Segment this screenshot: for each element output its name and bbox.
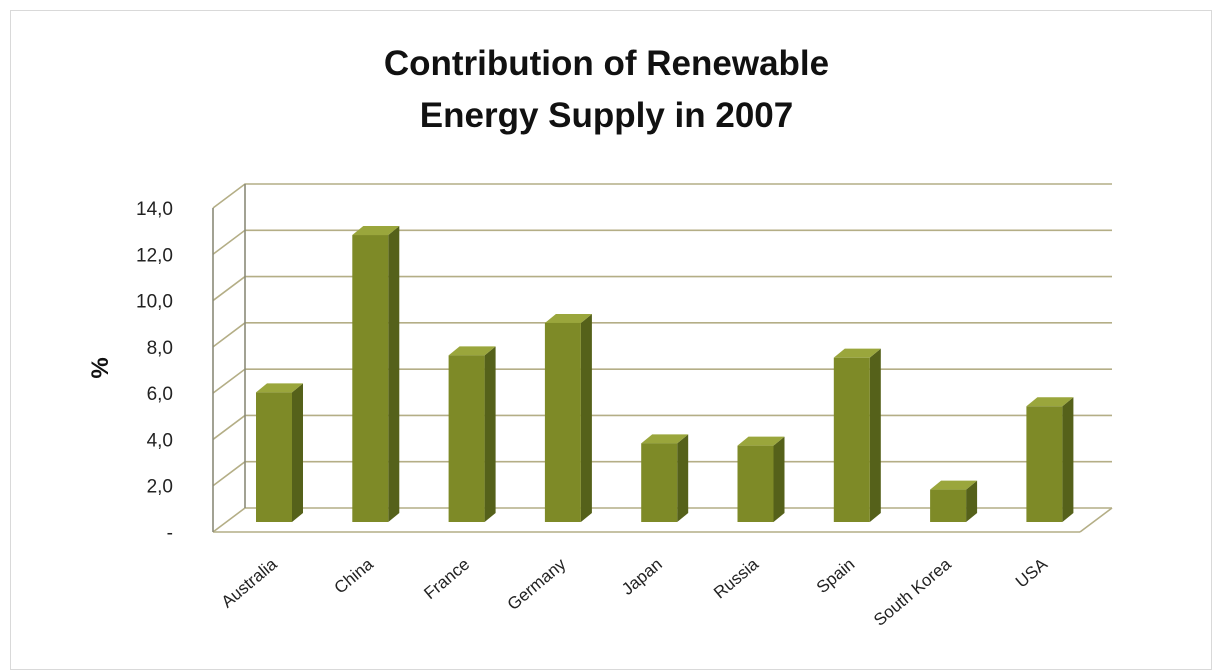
- bar-spain: [833, 348, 881, 522]
- bar-front: [930, 489, 967, 522]
- y-tick-label: 4,0: [147, 430, 173, 451]
- chart-title-line-1: Contribution of Renewable: [383, 44, 830, 83]
- chart-walls: [212, 184, 1113, 533]
- bar-front: [641, 443, 678, 522]
- y-tick-labels: - 2,0 4,0 6,0 8,0 10,0 12,0 14,0: [136, 199, 173, 544]
- bar-top: [833, 348, 881, 358]
- bar-japan: [641, 434, 689, 522]
- bar-usa: [1026, 397, 1074, 522]
- x-tick-label: Russia: [710, 554, 762, 602]
- bar-top: [930, 480, 978, 490]
- bar-top: [544, 313, 592, 323]
- y-tick-label: 10,0: [136, 292, 173, 313]
- bar-front: [352, 235, 389, 522]
- bar-germany: [544, 313, 592, 522]
- y-tick-label: 6,0: [147, 384, 173, 405]
- y-tick-label: -: [167, 523, 173, 544]
- y-tick-label: 12,0: [136, 245, 173, 266]
- bar-front: [1026, 406, 1063, 522]
- y-tick-label: 2,0: [147, 477, 173, 498]
- x-tick-label: Germany: [504, 554, 570, 614]
- bar-top: [1026, 397, 1074, 407]
- bar-france: [448, 346, 496, 522]
- bar-russia: [737, 436, 785, 522]
- x-tick-label: South Korea: [870, 554, 955, 630]
- y-axis-label: %: [87, 357, 114, 378]
- bar-front: [256, 392, 292, 522]
- bar-chart: - 2,0 4,0 6,0 8,0 10,0 12,0 14,0 Australia China…: [87, 183, 1113, 630]
- bar-top: [256, 383, 303, 393]
- bar-side: [1062, 397, 1074, 522]
- bar-front: [544, 322, 581, 522]
- bars: [256, 226, 1074, 522]
- gridline: [212, 368, 1112, 394]
- gridline: [212, 183, 1112, 209]
- bar-australia: [256, 383, 303, 522]
- bar-side: [580, 313, 592, 522]
- chart-title-line-2: Energy Supply in 2007: [419, 96, 794, 135]
- gridline: [212, 322, 1112, 348]
- x-tick-label: Australia: [218, 554, 281, 611]
- chart-frame: [10, 10, 1212, 670]
- bar-south-korea: [930, 480, 978, 522]
- x-tick-label: China: [331, 554, 378, 597]
- bar-side: [484, 346, 496, 522]
- bar-side: [292, 383, 303, 522]
- bar-side: [966, 480, 978, 522]
- bar-side: [869, 348, 881, 522]
- bar-china: [352, 226, 400, 522]
- bar-front: [833, 357, 870, 522]
- floor-right-edge: [1079, 507, 1113, 533]
- y-tick-label: 8,0: [147, 338, 173, 359]
- bar-side: [773, 436, 785, 522]
- bar-front: [737, 445, 774, 522]
- bar-side: [677, 434, 689, 522]
- bar-top: [352, 226, 400, 236]
- x-tick-label: Spain: [813, 555, 859, 598]
- y-tick-label: 14,0: [136, 199, 173, 220]
- bar-top: [737, 436, 785, 446]
- bar-side: [388, 226, 400, 522]
- chart-title: Contribution of Renewable Energy Supply …: [0, 38, 1213, 142]
- bar-front: [448, 355, 485, 522]
- x-tick-labels: Australia China France Germany Japan Russia Sp…: [218, 554, 1052, 630]
- x-tick-label: France: [420, 555, 473, 604]
- x-tick-label: USA: [1012, 554, 1051, 591]
- x-tick-label: Japan: [618, 555, 666, 599]
- gridline: [212, 229, 1112, 255]
- gridline: [212, 275, 1112, 302]
- bar-top: [448, 346, 496, 356]
- bar-top: [641, 434, 689, 444]
